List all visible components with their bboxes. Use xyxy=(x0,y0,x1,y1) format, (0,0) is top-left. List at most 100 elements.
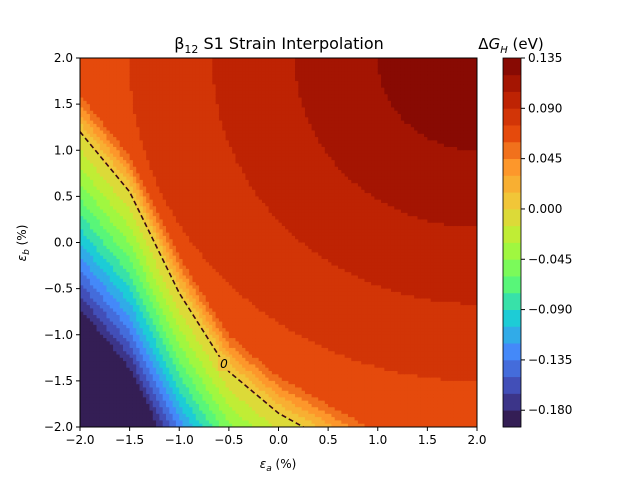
contour-cell xyxy=(146,100,151,105)
contour-cell xyxy=(96,288,101,293)
contour-cell xyxy=(152,110,157,115)
contour-cell xyxy=(149,110,154,115)
contour-cell xyxy=(146,397,151,402)
contour-cell xyxy=(89,407,94,412)
contour-cell xyxy=(119,153,124,158)
contour-cell xyxy=(169,196,174,201)
contour-cell xyxy=(136,413,141,418)
contour-cell xyxy=(106,81,111,85)
contour-cell xyxy=(166,311,170,316)
contour-cell xyxy=(159,90,164,95)
contour-cell xyxy=(142,74,147,79)
contour-cell xyxy=(96,100,101,105)
contour-cell xyxy=(119,87,124,92)
contour-cell xyxy=(149,295,154,300)
contour-cell xyxy=(139,331,144,336)
contour-cell xyxy=(96,183,101,188)
contour-cell xyxy=(126,410,131,415)
contour-cell xyxy=(96,179,101,184)
contour-cell xyxy=(96,295,101,300)
contour-cell xyxy=(156,199,160,204)
contour-cell xyxy=(123,420,127,425)
contour-cell xyxy=(123,202,127,207)
contour-cell xyxy=(113,242,117,247)
contour-cell xyxy=(129,100,134,105)
contour-cell xyxy=(96,186,101,191)
contour-cell xyxy=(119,114,124,118)
contour-cell xyxy=(136,127,141,132)
contour-cell xyxy=(99,331,104,336)
contour-cell xyxy=(169,331,174,336)
contour-cell xyxy=(96,176,101,181)
contour-cell xyxy=(169,156,174,161)
contour-cell xyxy=(83,120,88,125)
contour-cell xyxy=(149,397,154,402)
contour-cell xyxy=(116,314,121,319)
contour-cell xyxy=(149,239,154,244)
contour-cell xyxy=(89,275,94,280)
contour-cell xyxy=(116,400,121,405)
contour-cell xyxy=(96,308,101,313)
contour-cell xyxy=(132,110,137,115)
contour-cell xyxy=(123,216,127,221)
contour-cell xyxy=(99,245,104,250)
contour-cell xyxy=(159,245,164,250)
contour-cell xyxy=(86,403,91,408)
contour-cell xyxy=(126,64,131,69)
contour-cell xyxy=(146,163,151,168)
contour-cell xyxy=(126,58,131,62)
contour-cell xyxy=(149,354,154,359)
contour-cell xyxy=(166,278,170,283)
contour-cell xyxy=(116,417,121,422)
contour-cell xyxy=(109,341,114,346)
contour-cell xyxy=(159,341,164,346)
contour-cell xyxy=(136,176,141,181)
contour-cell xyxy=(139,374,144,379)
contour-cell xyxy=(136,291,141,296)
contour-cell xyxy=(80,163,84,168)
contour-cell xyxy=(166,100,170,105)
contour-cell xyxy=(106,170,111,174)
contour-cell xyxy=(119,222,124,227)
contour-cell xyxy=(106,239,111,244)
contour-cell xyxy=(93,314,98,319)
contour-cell xyxy=(80,344,84,349)
contour-cell xyxy=(96,84,101,89)
contour-cell xyxy=(126,367,131,372)
contour-cell xyxy=(123,311,127,316)
contour-cell xyxy=(116,258,121,263)
contour-cell xyxy=(139,179,144,184)
contour-cell xyxy=(142,123,147,128)
contour-cell xyxy=(119,67,124,72)
contour-cell xyxy=(142,354,147,359)
contour-cell xyxy=(142,81,147,85)
contour-cell xyxy=(123,163,127,168)
contour-cell xyxy=(169,104,174,109)
contour-cell xyxy=(156,318,160,323)
contour-cell xyxy=(119,262,124,267)
contour-cell xyxy=(109,324,114,329)
contour-cell xyxy=(139,308,144,313)
contour-cell xyxy=(156,403,160,408)
contour-cell xyxy=(89,120,94,125)
contour-cell xyxy=(142,117,147,122)
contour-cell xyxy=(159,397,164,402)
contour-cell xyxy=(86,156,91,161)
contour-cell xyxy=(172,202,177,207)
contour-cell xyxy=(156,413,160,418)
contour-cell xyxy=(146,110,151,115)
contour-cell xyxy=(142,245,147,250)
contour-cell xyxy=(172,140,177,145)
contour-cell xyxy=(136,245,141,250)
contour-cell xyxy=(169,394,174,398)
contour-cell xyxy=(149,209,154,214)
contour-cell xyxy=(172,127,177,132)
contour-cell xyxy=(146,107,151,112)
contour-cell xyxy=(93,298,98,303)
contour-cell xyxy=(123,71,127,76)
contour-cell xyxy=(80,186,84,191)
contour-cell xyxy=(136,74,141,79)
contour-cell xyxy=(169,423,174,427)
contour-cell xyxy=(80,71,84,76)
contour-cell xyxy=(159,252,164,257)
